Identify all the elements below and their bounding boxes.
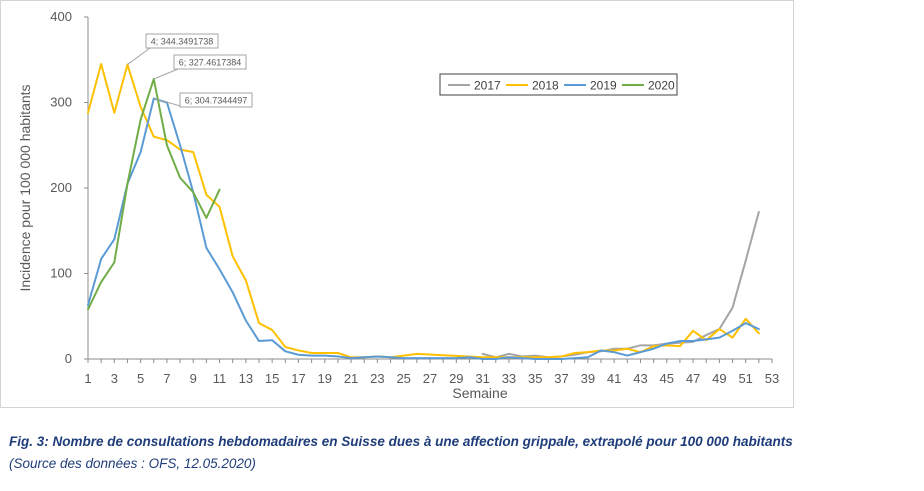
x-tick-label: 45	[660, 371, 674, 386]
chart-frame	[0, 0, 794, 408]
x-tick-label: 7	[163, 371, 170, 386]
x-tick-label: 5	[137, 371, 144, 386]
x-tick-label: 49	[712, 371, 726, 386]
x-tick-label: 29	[449, 371, 463, 386]
series-line-2017	[481, 210, 760, 359]
x-tick-label: 43	[633, 371, 647, 386]
callout-leader	[153, 68, 179, 80]
x-axis-title: Semaine	[452, 385, 507, 401]
x-tick-label: 53	[765, 371, 779, 386]
x-tick-label: 21	[344, 371, 358, 386]
y-tick-label: 0	[65, 351, 72, 366]
x-tick-label: 19	[318, 371, 332, 386]
legend-label: 2019	[590, 79, 617, 93]
y-axis-title: Incidence pour 100 000 habitants	[17, 84, 33, 291]
x-tick-label: 25	[396, 371, 410, 386]
x-tick-label: 37	[554, 371, 568, 386]
legend-item-2018: 2018	[506, 79, 559, 93]
y-tick-label: 100	[50, 266, 72, 281]
x-tick-label: 27	[423, 371, 437, 386]
legend-box	[439, 73, 678, 96]
x-tick-label: 33	[502, 371, 516, 386]
x-tick-label: 15	[265, 371, 279, 386]
x-tick-label: 3	[111, 371, 118, 386]
data-label-callout: 6; 327.4617384	[153, 54, 247, 80]
callout-leader	[153, 97, 185, 108]
data-label: 6; 327.4617384	[179, 58, 242, 68]
x-tick-label: 11	[213, 371, 227, 386]
x-tick-label: 13	[239, 371, 253, 386]
legend-item-2017: 2017	[448, 79, 501, 93]
figure-caption: Fig. 3: Nombre de consultations hebdomad…	[9, 434, 793, 449]
data-label: 6; 304.7344497	[185, 96, 248, 106]
legend: 2017 2018 2019 2020	[439, 73, 678, 96]
figure-source: (Source des données : OFS, 12.05.2020)	[9, 456, 256, 471]
callout-box	[145, 33, 219, 49]
x-tick-label: 47	[686, 371, 700, 386]
x-tick-label: 35	[528, 371, 542, 386]
x-tick-label: 9	[190, 371, 197, 386]
callout-box	[179, 92, 253, 108]
series-line-2018	[87, 63, 760, 359]
y-tick-label: 200	[50, 180, 72, 195]
x-tick-label: 17	[291, 371, 305, 386]
x-tick-label: 23	[370, 371, 384, 386]
series-line-2020	[87, 78, 221, 311]
legend-label: 2018	[532, 79, 559, 93]
data-label-callout: 4; 344.3491738	[127, 33, 219, 65]
x-tick-label: 1	[84, 371, 91, 386]
data-label: 4; 344.3491738	[151, 37, 214, 47]
x-tick-label: 51	[738, 371, 752, 386]
series-line-2019	[87, 97, 760, 360]
y-tick-label: 300	[50, 95, 72, 110]
x-tick-label: 41	[607, 371, 621, 386]
legend-item-2020: 2020	[622, 79, 675, 93]
callout-leader	[127, 47, 151, 65]
x-tick-label: 39	[581, 371, 595, 386]
data-label-callout: 6; 304.7344497	[153, 92, 253, 108]
x-tick-label: 31	[475, 371, 489, 386]
legend-label: 2017	[474, 79, 501, 93]
y-tick-label: 400	[50, 9, 72, 24]
legend-label: 2020	[648, 79, 675, 93]
callout-box	[173, 54, 247, 70]
legend-item-2019: 2019	[564, 79, 617, 93]
